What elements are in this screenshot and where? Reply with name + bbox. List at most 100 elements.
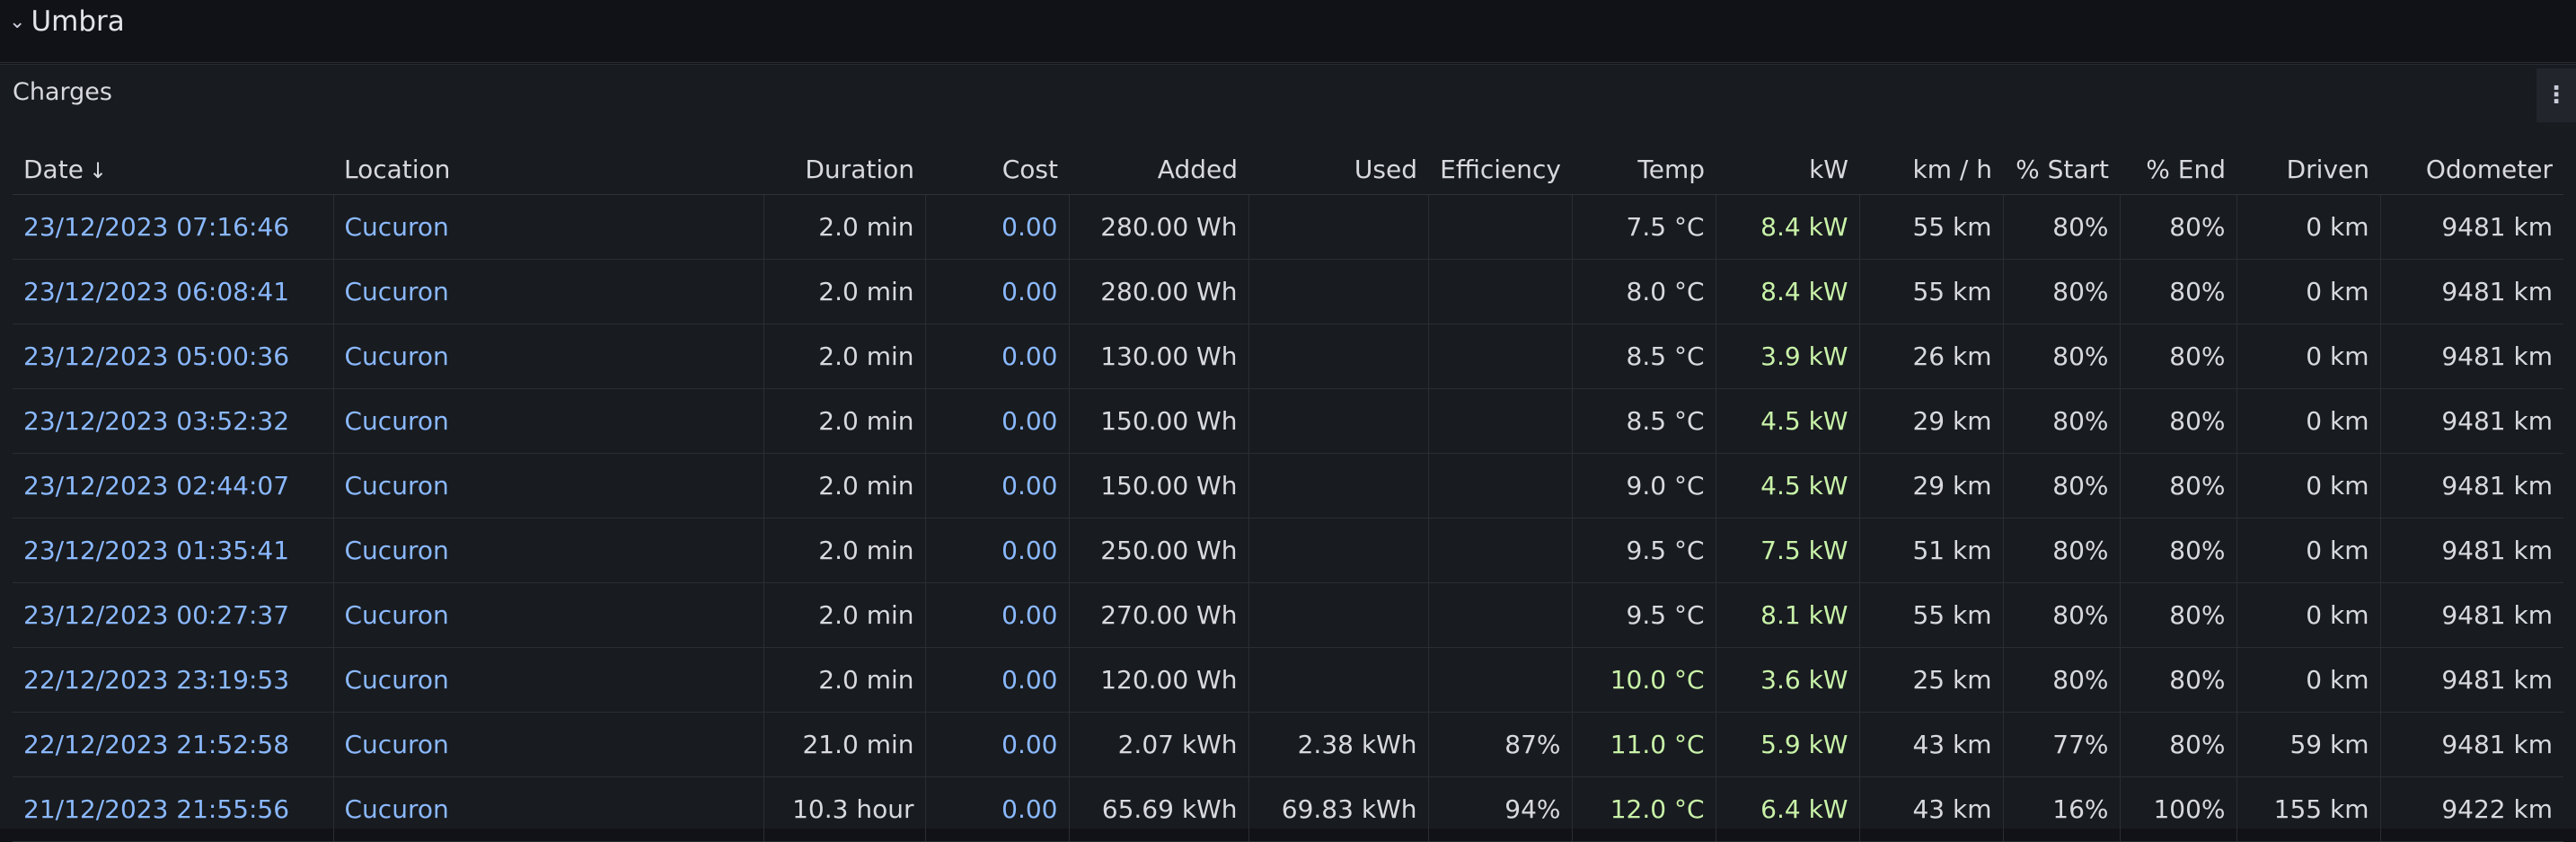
column-header-label: Driven bbox=[2286, 154, 2369, 184]
cell-driven: 0 km bbox=[2236, 324, 2380, 389]
cell-kmh: 55 km bbox=[1858, 582, 2003, 648]
column-header-added[interactable]: Added bbox=[1069, 144, 1248, 195]
cell-temp: 9.5 °C bbox=[1571, 582, 1716, 648]
table-row[interactable]: 22/12/2023 21:52:58 Cucuron 21.0 min 0.00 2.… bbox=[13, 712, 2563, 777]
cell-location[interactable]: Cucuron bbox=[332, 388, 763, 454]
table-row[interactable]: 23/12/2023 01:35:41 Cucuron 2.0 min 0.00 250… bbox=[13, 518, 2563, 583]
table-row[interactable]: 23/12/2023 05:00:36 Cucuron 2.0 min 0.00 130… bbox=[13, 324, 2563, 389]
cell-date[interactable]: 22/12/2023 23:19:53 bbox=[13, 647, 333, 713]
sort-descending-icon[interactable]: ↓ bbox=[88, 157, 108, 183]
table-row[interactable]: 23/12/2023 02:44:07 Cucuron 2.0 min 0.00 150… bbox=[13, 453, 2563, 518]
chevron-down-icon[interactable]: ⌄ bbox=[9, 10, 26, 33]
cell-end: 80% bbox=[2119, 582, 2236, 648]
cell-location[interactable]: Cucuron bbox=[332, 194, 763, 260]
table-row[interactable]: 23/12/2023 03:52:32 Cucuron 2.0 min 0.00 150… bbox=[13, 388, 2563, 454]
cell-location[interactable]: Cucuron bbox=[332, 453, 763, 518]
kebab-menu-icon[interactable]: ⋮ bbox=[2536, 68, 2576, 122]
table-row[interactable]: 23/12/2023 07:16:46 Cucuron 2.0 min 0.00 280… bbox=[13, 194, 2563, 260]
cell-used bbox=[1248, 324, 1428, 389]
cell-cost[interactable]: 0.00 bbox=[924, 259, 1069, 324]
row-title[interactable]: ⌄ Umbra bbox=[9, 2, 125, 41]
cell-location[interactable]: Cucuron bbox=[332, 259, 763, 324]
dashboard-row-header[interactable]: ⌄ Umbra bbox=[0, 0, 2576, 63]
column-header-label: Added bbox=[1157, 154, 1238, 184]
column-header-kw[interactable]: kW bbox=[1716, 144, 1859, 195]
column-header-efficiency[interactable]: Efficiency bbox=[1428, 144, 1572, 195]
cell-used bbox=[1248, 518, 1428, 583]
cell-odometer: 9481 km bbox=[2379, 712, 2563, 777]
cell-used bbox=[1248, 647, 1428, 713]
cell-added: 150.00 Wh bbox=[1068, 453, 1248, 518]
cell-date[interactable]: 23/12/2023 05:00:36 bbox=[13, 324, 333, 389]
cell-added: 65.69 kWh bbox=[1068, 776, 1248, 842]
column-header-duration[interactable]: Duration bbox=[763, 144, 925, 195]
cell-cost[interactable]: 0.00 bbox=[924, 324, 1069, 389]
column-header-driven[interactable]: Driven bbox=[2236, 144, 2380, 195]
cell-date[interactable]: 22/12/2023 21:52:58 bbox=[13, 712, 333, 777]
column-header-cost[interactable]: Cost bbox=[925, 144, 1069, 195]
cell-cost[interactable]: 0.00 bbox=[924, 647, 1069, 713]
cell-date[interactable]: 23/12/2023 01:35:41 bbox=[13, 518, 333, 583]
cell-kw: 8.1 kW bbox=[1715, 582, 1859, 648]
cell-location[interactable]: Cucuron bbox=[332, 776, 763, 842]
column-header-label: Date bbox=[23, 154, 84, 184]
cell-location[interactable]: Cucuron bbox=[332, 647, 763, 713]
cell-cost[interactable]: 0.00 bbox=[924, 453, 1069, 518]
cell-cost[interactable]: 0.00 bbox=[924, 712, 1069, 777]
cell-kw: 7.5 kW bbox=[1715, 518, 1859, 583]
cell-kmh: 29 km bbox=[1858, 453, 2003, 518]
cell-start: 80% bbox=[2002, 647, 2120, 713]
column-header-temp[interactable]: Temp bbox=[1572, 144, 1716, 195]
column-header-end[interactable]: % End bbox=[2120, 144, 2236, 195]
cell-end: 80% bbox=[2119, 518, 2236, 583]
table-row[interactable]: 23/12/2023 06:08:41 Cucuron 2.0 min 0.00 280… bbox=[13, 259, 2563, 324]
column-header-location[interactable]: Location bbox=[333, 144, 763, 195]
cell-start: 80% bbox=[2002, 582, 2120, 648]
column-header-label: Odometer bbox=[2425, 154, 2553, 184]
cell-kw: 5.9 kW bbox=[1715, 712, 1859, 777]
cell-location[interactable]: Cucuron bbox=[332, 712, 763, 777]
column-header-odometer[interactable]: Odometer bbox=[2380, 144, 2563, 195]
column-header-label: km / h bbox=[1912, 154, 1992, 184]
cell-date[interactable]: 23/12/2023 07:16:46 bbox=[13, 194, 333, 260]
column-header-used[interactable]: Used bbox=[1248, 144, 1428, 195]
column-header-label: Temp bbox=[1637, 154, 1705, 184]
column-header-label: kW bbox=[1809, 154, 1848, 184]
column-header-label: % End bbox=[2146, 154, 2226, 184]
cell-date[interactable]: 21/12/2023 21:55:56 bbox=[13, 776, 333, 842]
cell-kw: 8.4 kW bbox=[1715, 194, 1859, 260]
cell-temp: 8.0 °C bbox=[1571, 259, 1716, 324]
cell-date[interactable]: 23/12/2023 00:27:37 bbox=[13, 582, 333, 648]
cell-location[interactable]: Cucuron bbox=[332, 582, 763, 648]
row-title-label: Umbra bbox=[31, 5, 125, 38]
cell-cost[interactable]: 0.00 bbox=[924, 776, 1069, 842]
cell-start: 80% bbox=[2002, 388, 2120, 454]
cell-added: 2.07 kWh bbox=[1068, 712, 1248, 777]
cell-cost[interactable]: 0.00 bbox=[924, 518, 1069, 583]
cell-used bbox=[1248, 194, 1428, 260]
cell-cost[interactable]: 0.00 bbox=[924, 582, 1069, 648]
cell-start: 80% bbox=[2002, 259, 2120, 324]
cell-odometer: 9481 km bbox=[2379, 453, 2563, 518]
table-row[interactable]: 21/12/2023 21:55:56 Cucuron 10.3 hour 0.00 6… bbox=[13, 776, 2563, 842]
table-row[interactable]: 23/12/2023 00:27:37 Cucuron 2.0 min 0.00 270… bbox=[13, 582, 2563, 648]
cell-kw: 8.4 kW bbox=[1715, 259, 1859, 324]
column-header-start[interactable]: % Start bbox=[2003, 144, 2120, 195]
cell-date[interactable]: 23/12/2023 06:08:41 bbox=[13, 259, 333, 324]
cell-location[interactable]: Cucuron bbox=[332, 324, 763, 389]
cell-efficiency bbox=[1427, 582, 1572, 648]
cell-cost[interactable]: 0.00 bbox=[924, 194, 1069, 260]
cell-temp: 11.0 °C bbox=[1571, 712, 1716, 777]
table-row[interactable]: 22/12/2023 23:19:53 Cucuron 2.0 min 0.00 120… bbox=[13, 647, 2563, 713]
cell-start: 80% bbox=[2002, 518, 2120, 583]
cell-kmh: 55 km bbox=[1858, 194, 2003, 260]
column-header-date[interactable]: Date ↓ bbox=[13, 144, 333, 195]
cell-location[interactable]: Cucuron bbox=[332, 518, 763, 583]
cell-duration: 2.0 min bbox=[763, 647, 925, 713]
cell-date[interactable]: 23/12/2023 03:52:32 bbox=[13, 388, 333, 454]
cell-cost[interactable]: 0.00 bbox=[924, 388, 1069, 454]
column-header-kmh[interactable]: km / h bbox=[1859, 144, 2003, 195]
cell-added: 120.00 Wh bbox=[1068, 647, 1248, 713]
cell-kw: 3.6 kW bbox=[1715, 647, 1859, 713]
cell-date[interactable]: 23/12/2023 02:44:07 bbox=[13, 453, 333, 518]
